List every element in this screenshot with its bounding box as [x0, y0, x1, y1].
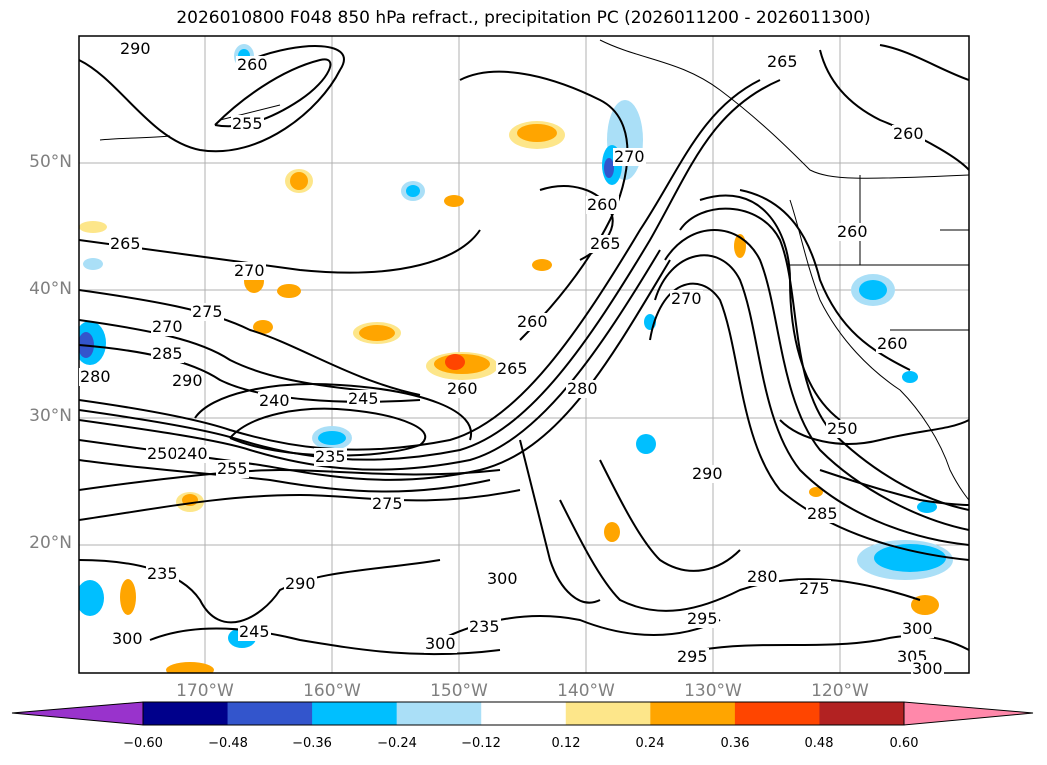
contour-label: 235: [468, 617, 501, 636]
contour-label: 290: [284, 574, 317, 593]
colorbar-tick: 0.36: [720, 736, 750, 751]
lon-label-170w: 170°W: [176, 681, 234, 701]
contour-label: 260: [446, 379, 479, 398]
lat-label-40n: 40°N: [29, 279, 72, 299]
colorbar-cell: [565, 702, 651, 725]
colorbar-cell: [650, 702, 736, 725]
colorbar-cell: [396, 702, 482, 725]
contour-label: 300: [111, 629, 144, 648]
colorbar-extend-high: [903, 701, 1034, 726]
contour-label: 260: [892, 124, 925, 143]
lon-label-140w: 140°W: [557, 681, 615, 701]
contour-label: 235: [314, 447, 347, 466]
colorbar-frame: [142, 701, 905, 726]
contour-label: 250: [826, 419, 859, 438]
contour-label: 265: [109, 234, 142, 253]
contour-label: 300: [901, 619, 934, 638]
contour-label: 245: [347, 389, 380, 408]
contour-label: 275: [191, 302, 224, 321]
colorbar-tick: 0.48: [804, 736, 834, 751]
contour-label: 280: [566, 379, 599, 398]
contour-label: 270: [233, 261, 266, 280]
contour-label: 260: [836, 222, 869, 241]
contour-label: 265: [496, 359, 529, 378]
lat-label-20n: 20°N: [29, 533, 72, 553]
contour-label: 260: [586, 195, 619, 214]
colorbar-cell: [819, 702, 905, 725]
lat-label-30n: 30°N: [29, 406, 72, 426]
colorbar-tick: 0.24: [635, 736, 665, 751]
contour-label: 275: [371, 494, 404, 513]
contour-label: 265: [766, 52, 799, 71]
colorbar-tick: −0.60: [123, 736, 163, 751]
coastlines: [99, 39, 969, 501]
lon-label-130w: 130°W: [684, 681, 742, 701]
contour-label: 295: [686, 609, 719, 628]
contour-label: 260: [516, 312, 549, 331]
contour-label: 280: [79, 367, 112, 386]
colorbar-cell: [481, 702, 567, 725]
contour-label: 255: [231, 114, 264, 133]
map-frame: [78, 35, 970, 674]
precip-shading: [79, 44, 953, 673]
colorbar-cell: [143, 702, 229, 725]
contour-label: 240: [258, 391, 291, 410]
contour-label: 270: [151, 317, 184, 336]
contour-label: 285: [806, 504, 839, 523]
contour-label: 250: [146, 444, 179, 463]
contour-label: 290: [691, 464, 724, 483]
refractivity-contours: [79, 44, 969, 656]
contour-label: 290: [171, 371, 204, 390]
contour-label: 270: [670, 289, 703, 308]
lon-label-150w: 150°W: [430, 681, 488, 701]
contour-label: 275: [798, 579, 831, 598]
contour-label: 240: [176, 444, 209, 463]
contour-label: 300: [486, 569, 519, 588]
colorbar-cell: [312, 702, 398, 725]
colorbar-tick: −0.12: [461, 736, 501, 751]
contour-label: 265: [589, 234, 622, 253]
map-plot: [78, 35, 970, 674]
colorbar-tick: −0.36: [292, 736, 332, 751]
colorbar-tick: 0.60: [889, 736, 919, 751]
contour-label: 290: [119, 39, 152, 58]
lat-label-50n: 50°N: [29, 152, 72, 172]
colorbar-tick: −0.48: [208, 736, 248, 751]
contour-label: 300: [911, 659, 944, 678]
colorbar-extend-low: [11, 701, 144, 726]
contour-label: 280: [746, 567, 779, 586]
colorbar: [11, 701, 1034, 726]
colorbar-tick: −0.24: [377, 736, 417, 751]
contour-label: 300: [424, 634, 457, 653]
contour-label: 285: [151, 344, 184, 363]
contour-label: 295: [676, 647, 709, 666]
colorbar-tick: 0.12: [551, 736, 581, 751]
contour-label: 255: [216, 459, 249, 478]
colorbar-cell: [227, 702, 313, 725]
contour-label: 235: [146, 564, 179, 583]
lon-label-160w: 160°W: [303, 681, 361, 701]
contour-label: 260: [236, 55, 269, 74]
contour-label: 260: [876, 334, 909, 353]
contour-label: 270: [613, 147, 646, 166]
contour-label: 245: [238, 622, 271, 641]
map-title: 2026010800 F048 850 hPa refract., precip…: [176, 8, 871, 28]
lon-label-120w: 120°W: [811, 681, 869, 701]
colorbar-cell: [734, 702, 820, 725]
